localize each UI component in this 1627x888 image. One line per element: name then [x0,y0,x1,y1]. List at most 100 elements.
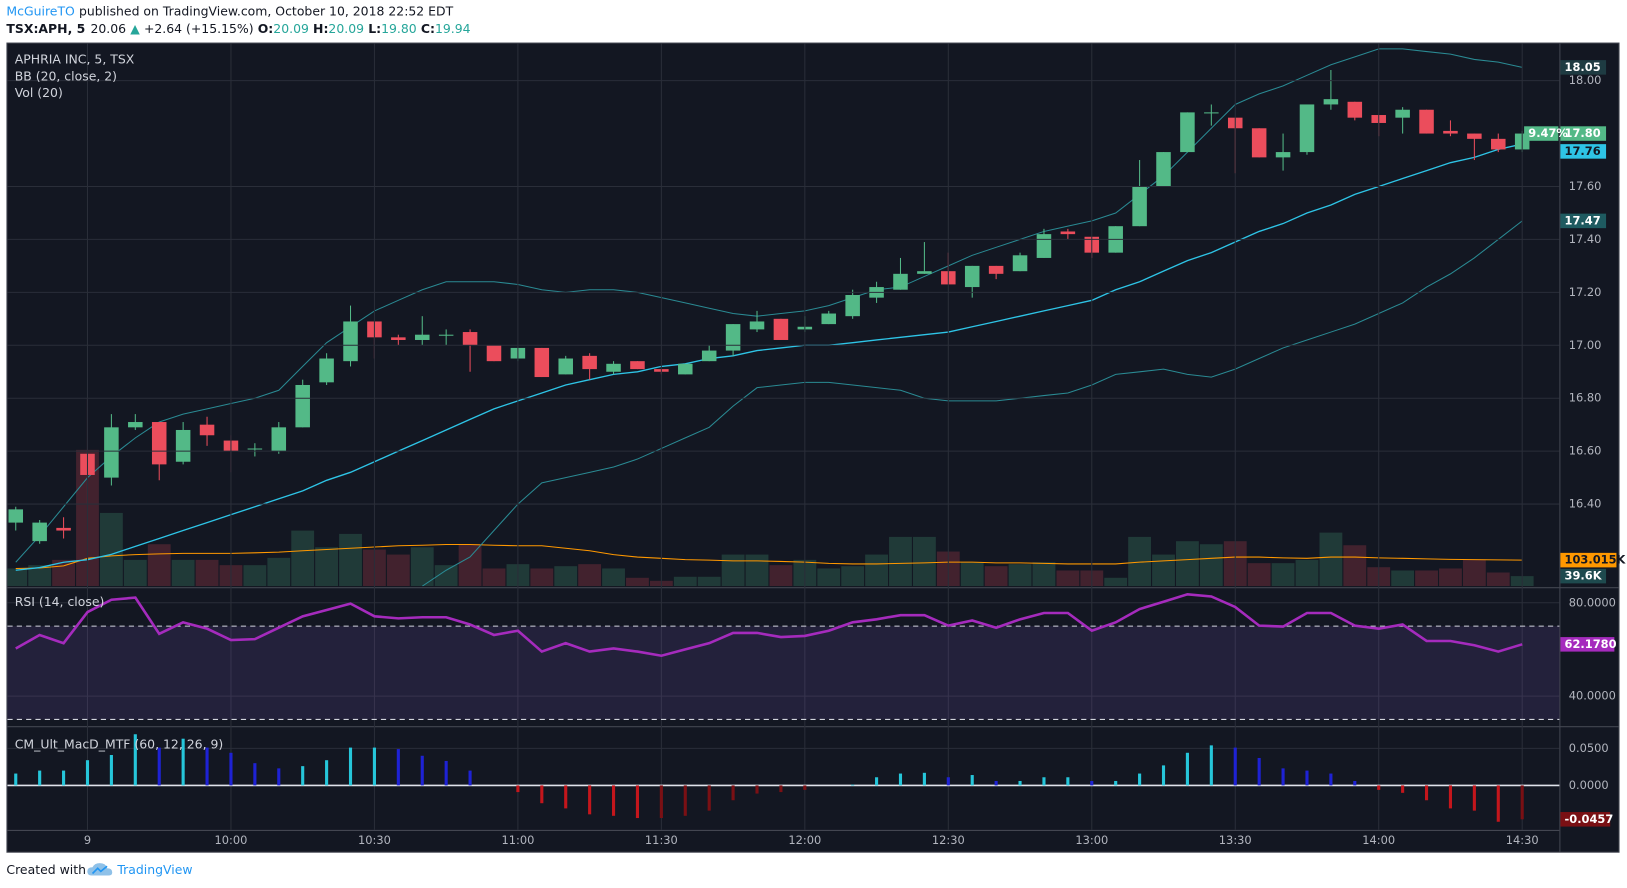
volume-bar [1056,570,1080,587]
bb-upper [15,48,1523,563]
candle-body [175,429,191,462]
candle-body [1060,231,1076,235]
macd-bar [1448,785,1453,809]
volume-bar [1128,536,1152,587]
candle-body [701,350,717,362]
y-tick-label: 16.60 [1569,444,1602,458]
volume-bar [697,576,721,587]
y-tick-label: 16.40 [1569,497,1602,511]
macd-bar [1281,768,1285,786]
candle-body [104,427,119,478]
candle-body [558,358,573,375]
x-tick-label: 10:00 [215,833,248,847]
macd-bar [1329,773,1333,786]
volume-bar [195,559,219,587]
macd-bar [1496,785,1500,822]
volume-bar [147,544,171,587]
volume-bar [721,554,745,587]
volume-bar [1343,545,1367,587]
macd-bar [1185,752,1189,786]
volume-bar [1439,568,1462,587]
macd-bar [1472,785,1476,811]
candle-body [1204,112,1219,114]
y-tick-label: 18.00 [1569,73,1602,87]
author[interactable]: McGuireTO [6,3,75,18]
macd-legend: CM_Ult_MacD_MTF (60, 12, 26, 9) [15,736,224,751]
volume-bar [458,544,482,587]
macd-bar [540,785,544,804]
candle-body [1395,109,1410,118]
volume-bar [889,536,912,587]
macd-bar [683,785,687,816]
macd-bar [396,749,400,786]
volume-bar [745,554,769,587]
macd-bar [1018,780,1022,786]
candle-body [893,273,908,290]
volume-bar [817,568,841,587]
bb-legend: BB (20, close, 2) [15,68,117,83]
volume-bar [1032,562,1056,587]
macd-bar [970,775,974,786]
x-tick-label: 12:30 [932,833,965,847]
macd-bar [994,780,998,786]
macd-bar [803,785,807,790]
macd-bar [1305,770,1309,786]
macd-bar [1353,780,1357,786]
volume-bar [1247,563,1271,587]
y-tick-label: 0.0500 [1569,741,1609,755]
y-tick-label: 0.0000 [1569,778,1609,792]
candle-body [295,384,310,428]
macd-bar [1257,757,1261,786]
macd-bar [372,747,376,786]
macd-bar [851,784,855,786]
macd-bar [516,785,520,793]
brand-logo[interactable] [87,863,113,876]
last-value-label: 103.015K [1565,553,1627,567]
ohlc-value: 20.09 [328,21,364,36]
macd-bar [229,752,233,786]
x-tick-label: 13:00 [1075,833,1108,847]
volume-bar [1271,563,1295,587]
macd-bar [157,747,161,786]
candle-body [391,337,406,340]
macd-bar [1520,785,1524,820]
macd-bar [468,770,472,786]
last-value-box [1560,637,1615,652]
candle-body [725,324,741,351]
volume-bar [123,559,147,587]
ohlc-value: 19.80 [381,21,417,36]
volume-bar [984,566,1008,587]
x-tick-label: 14:00 [1362,833,1395,847]
footer-text: Created with [6,862,86,877]
last-value-label: 17.76 [1565,144,1601,158]
y-tick-label: 17.60 [1569,179,1602,193]
footer-brand[interactable]: TradingView [116,862,192,877]
candle-body [1036,234,1052,258]
macd-bar [779,785,783,793]
candle-body [678,363,693,375]
macd-bar [348,747,353,786]
volume-bar [243,565,267,587]
macd-bar [181,738,185,786]
candle-body [606,363,621,372]
volume-bar [865,554,888,587]
macd-bar [1042,777,1046,786]
candle-body [343,321,358,362]
candle-body [1012,255,1028,272]
candle-body [1156,152,1171,187]
candle-body [56,527,71,531]
candle-body [582,355,597,370]
volume-legend: Vol (20) [15,85,63,100]
macd-bar [1090,780,1094,786]
volume-bar [602,568,625,587]
candle-body [845,294,860,317]
candle-body [32,522,47,542]
last-value-box [1560,213,1607,229]
candle-body [462,332,478,346]
ohlc-value: 20.09 [273,21,309,36]
candle-body [247,448,263,450]
macd-bar [133,734,137,786]
macd-bar [922,772,926,786]
volume-bar [315,547,339,587]
